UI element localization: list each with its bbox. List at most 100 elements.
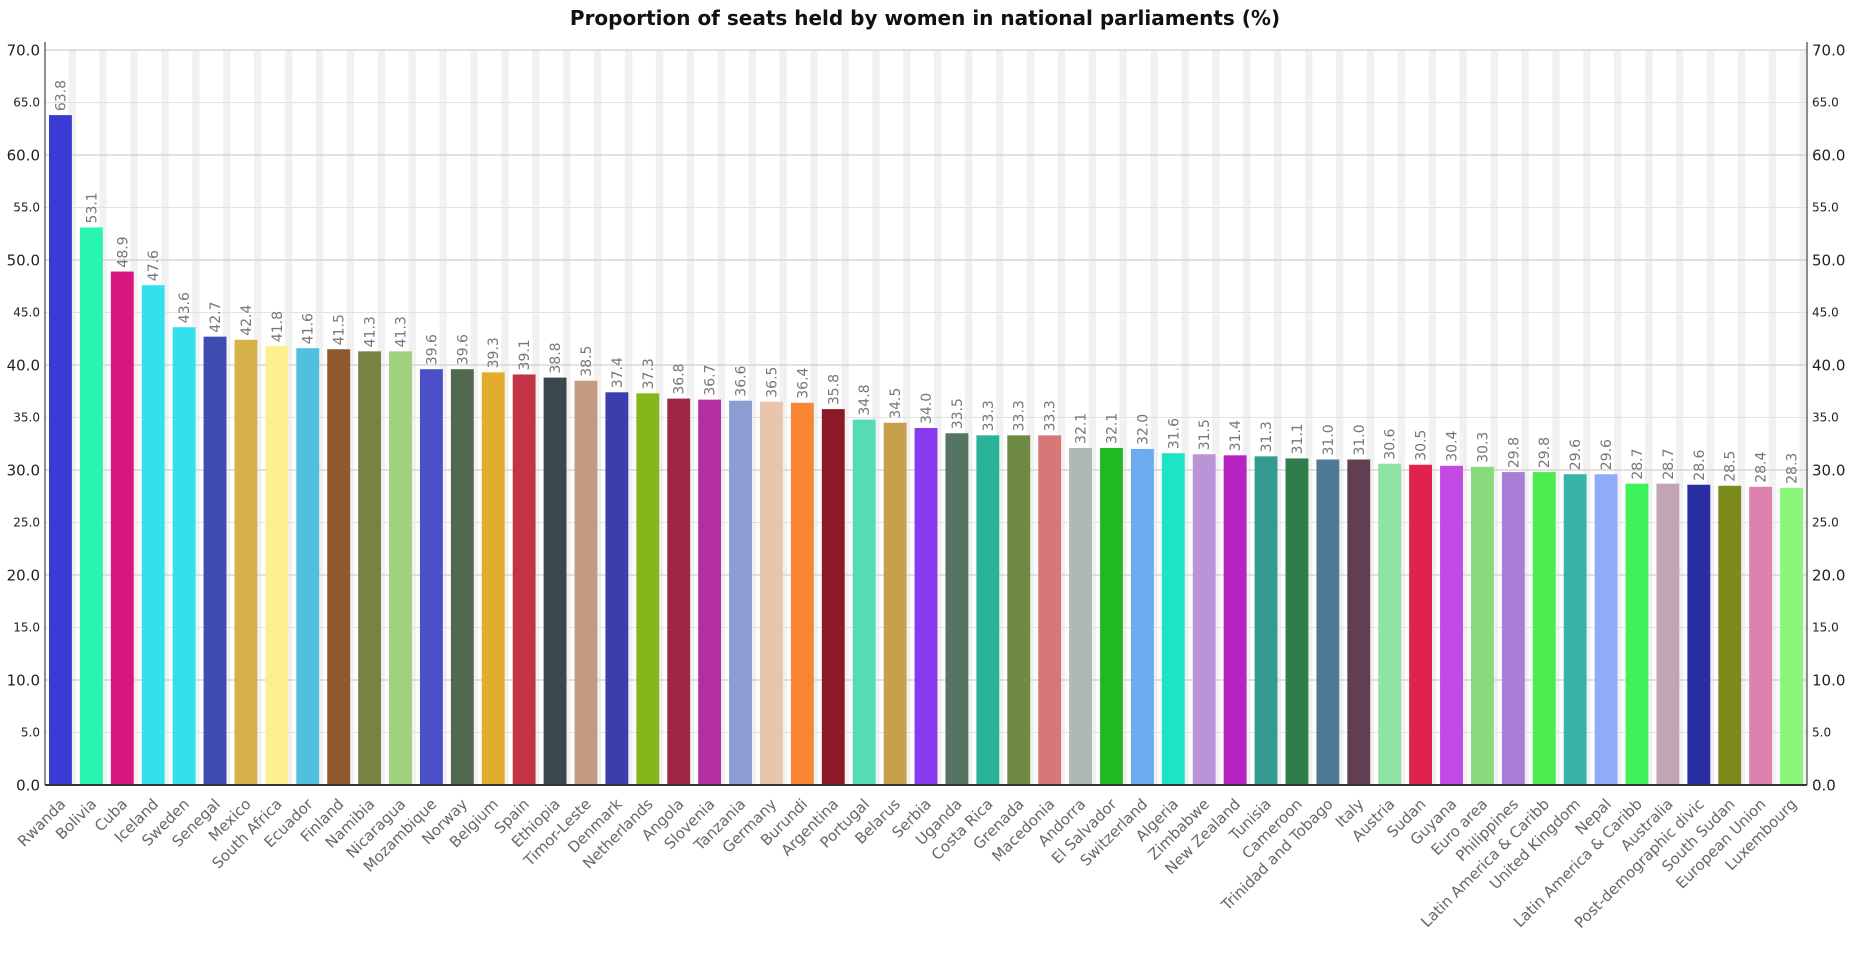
y-tick-label-right: 30.0 bbox=[1812, 461, 1845, 479]
bars bbox=[49, 115, 1803, 786]
bar-value-label: 43.6 bbox=[177, 292, 193, 323]
bar-value-label: 41.5 bbox=[332, 314, 348, 345]
bar bbox=[1594, 474, 1618, 785]
bar bbox=[296, 348, 320, 785]
y-tick-label-left: 15.0 bbox=[13, 621, 40, 635]
value-labels: 63.8 53.1 48.9 47.6 43.6 42.7 42.4 41.8 41.6 41.5… bbox=[53, 80, 1800, 484]
bar-value-label: 34.0 bbox=[919, 393, 935, 424]
category-labels: RwandaBoliviaCubaIcelandSwedenSenegalMex… bbox=[14, 795, 1800, 932]
bar-value-label: 39.6 bbox=[424, 334, 440, 365]
bar bbox=[852, 419, 876, 785]
bar-value-label: 41.6 bbox=[301, 313, 317, 344]
bar-value-label: 48.9 bbox=[115, 236, 131, 267]
y-tick-label-left: 20.0 bbox=[7, 566, 40, 584]
bar bbox=[265, 346, 289, 785]
bar-value-label: 29.6 bbox=[1599, 439, 1615, 470]
bar bbox=[760, 401, 783, 785]
bar bbox=[141, 285, 165, 785]
bar bbox=[110, 271, 134, 785]
bar bbox=[1780, 487, 1803, 785]
y-tick-label-right: 25.0 bbox=[1812, 516, 1839, 530]
y-tick-label-right: 15.0 bbox=[1812, 621, 1839, 635]
y-tick-label-right: 55.0 bbox=[1812, 201, 1839, 215]
bar bbox=[450, 369, 474, 785]
bar-value-label: 31.6 bbox=[1166, 418, 1182, 449]
bar-value-label: 36.4 bbox=[795, 368, 811, 399]
bar-value-label: 36.8 bbox=[672, 363, 688, 394]
bar-value-label: 41.3 bbox=[363, 316, 379, 347]
bar-value-label: 33.5 bbox=[950, 398, 966, 429]
bar-value-label: 39.6 bbox=[455, 334, 471, 365]
bar-value-label: 35.8 bbox=[826, 374, 842, 405]
bar bbox=[419, 369, 443, 785]
bar bbox=[1130, 449, 1154, 785]
bar-value-label: 28.3 bbox=[1785, 453, 1801, 484]
y-tick-label-right: 70.0 bbox=[1812, 41, 1845, 59]
bar bbox=[914, 428, 938, 785]
y-tick-label-left: 60.0 bbox=[7, 146, 40, 164]
y-tick-label-left: 30.0 bbox=[7, 461, 40, 479]
y-tick-label-left: 5.0 bbox=[21, 726, 40, 740]
bar-value-label: 41.3 bbox=[393, 316, 409, 347]
bar-value-label: 30.6 bbox=[1383, 428, 1399, 459]
y-tick-label-left: 65.0 bbox=[13, 96, 40, 110]
chart-title: Proportion of seats held by women in nat… bbox=[569, 6, 1281, 30]
bar bbox=[1501, 472, 1525, 785]
bar-value-label: 41.8 bbox=[270, 311, 286, 342]
bar bbox=[1470, 466, 1494, 785]
bar bbox=[389, 351, 412, 785]
y-tick-label-right: 0.0 bbox=[1812, 776, 1836, 794]
bar bbox=[976, 435, 1000, 785]
y-tick-label-left: 45.0 bbox=[13, 306, 40, 320]
bar-value-label: 32.1 bbox=[1074, 413, 1090, 444]
bar bbox=[543, 377, 567, 785]
bar bbox=[729, 400, 752, 785]
bar-value-label: 28.4 bbox=[1754, 452, 1770, 483]
y-tick-label-right: 35.0 bbox=[1812, 411, 1839, 425]
y-tick-label-right: 65.0 bbox=[1812, 96, 1839, 110]
bar-value-label: 28.6 bbox=[1692, 449, 1708, 480]
bar-value-label: 38.8 bbox=[548, 342, 564, 373]
bar bbox=[512, 374, 536, 785]
bar-value-label: 33.3 bbox=[981, 400, 997, 431]
bar-value-label: 28.5 bbox=[1723, 451, 1739, 482]
bar-value-label: 34.5 bbox=[888, 388, 904, 419]
bar bbox=[1563, 474, 1587, 785]
bar bbox=[1316, 459, 1340, 785]
y-tick-label-left: 25.0 bbox=[13, 516, 40, 530]
bar-value-label: 37.3 bbox=[641, 358, 657, 389]
bar bbox=[1038, 435, 1062, 785]
bar bbox=[945, 433, 969, 785]
bar bbox=[1718, 485, 1742, 785]
bar-value-label: 31.5 bbox=[1197, 419, 1213, 450]
bar bbox=[698, 399, 722, 785]
bar-value-label: 31.1 bbox=[1290, 423, 1306, 454]
bar bbox=[1409, 464, 1433, 785]
bar bbox=[1161, 453, 1185, 785]
y-tick-label-left: 10.0 bbox=[7, 671, 40, 689]
bar bbox=[1656, 483, 1680, 785]
bar-value-label: 32.1 bbox=[1104, 413, 1120, 444]
bar bbox=[79, 227, 103, 785]
bar-value-label: 39.3 bbox=[486, 337, 502, 368]
bar-value-label: 32.0 bbox=[1135, 414, 1151, 445]
bar bbox=[1532, 472, 1556, 785]
bar-value-label: 31.0 bbox=[1352, 424, 1368, 455]
bar-value-label: 28.7 bbox=[1661, 448, 1677, 479]
bar bbox=[790, 402, 814, 785]
bar-value-label: 28.7 bbox=[1630, 448, 1646, 479]
bar bbox=[327, 349, 351, 785]
bar-value-label: 63.8 bbox=[53, 80, 69, 111]
bar-value-label: 37.4 bbox=[610, 357, 626, 388]
bar bbox=[49, 115, 72, 786]
y-tick-label-left: 35.0 bbox=[13, 411, 40, 425]
bar bbox=[358, 351, 382, 785]
bar bbox=[821, 409, 845, 785]
bar bbox=[1440, 465, 1463, 785]
y-tick-label-left: 55.0 bbox=[13, 201, 40, 215]
bar-value-label: 29.8 bbox=[1506, 437, 1522, 468]
bar-value-label: 33.3 bbox=[1043, 400, 1059, 431]
bar bbox=[574, 380, 598, 785]
bar bbox=[481, 372, 505, 785]
